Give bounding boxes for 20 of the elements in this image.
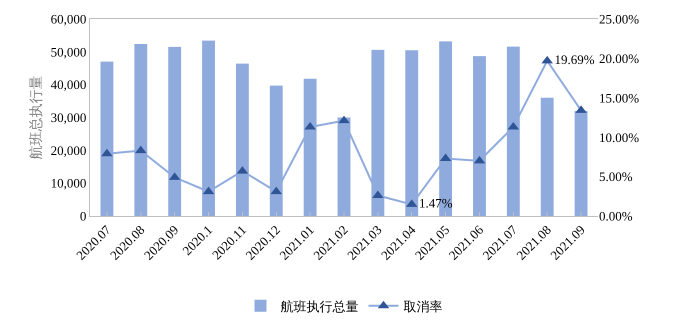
y-tick-label: 20,000	[50, 142, 86, 158]
y2-tick-label: 15.00%	[599, 90, 640, 106]
bar	[540, 98, 554, 216]
y2-tick-label: 10.00%	[599, 130, 640, 145]
y2-tick-label: 25.00%	[599, 12, 640, 27]
bar	[574, 110, 588, 216]
legend-label: 取消率	[404, 298, 442, 314]
legend-label: 航班执行总量	[280, 298, 358, 314]
data-label: 19.69%	[554, 52, 595, 68]
y-tick-label: 60,000	[50, 12, 86, 27]
y-tick-label: 40,000	[50, 77, 86, 92]
y-tick-label: 0	[80, 208, 86, 224]
y2-tick-label: 0.00%	[599, 208, 633, 224]
y-tick-label: 10,000	[50, 176, 86, 191]
y2-tick-label: 5.00%	[599, 169, 633, 184]
y-tick-label: 50,000	[50, 44, 86, 60]
data-label: 1.47%	[418, 196, 453, 211]
y2-tick-label: 20.00%	[599, 50, 640, 66]
y-tick-label: 30,000	[50, 110, 86, 126]
y-axis-title: 航班总执行量	[28, 76, 44, 160]
